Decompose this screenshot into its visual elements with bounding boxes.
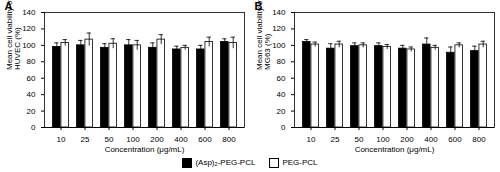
- svg-text:100: 100: [22, 41, 36, 50]
- svg-text:120: 120: [272, 24, 286, 33]
- svg-text:Mean cell viability ofHUVEC (%: Mean cell viability ofHUVEC (%): [5, 0, 22, 70]
- svg-text:140: 140: [272, 8, 286, 17]
- html-text:(Asp)₂-PEG-PCL: (Asp)₂-PEG-PCL: [195, 157, 256, 167]
- svg-text:10: 10: [57, 135, 66, 144]
- svg-text:200: 200: [150, 135, 164, 144]
- html-text:PEG-PCL: PEG-PCL: [282, 157, 318, 167]
- svg-text:600: 600: [198, 135, 212, 144]
- svg-text:Concentration (μg/mL): Concentration (μg/mL): [105, 145, 185, 154]
- svg-text:80: 80: [27, 57, 36, 66]
- svg-text:40: 40: [277, 90, 286, 99]
- svg-text:20: 20: [27, 107, 36, 116]
- svg-text:25: 25: [331, 135, 340, 144]
- svg-text:400: 400: [174, 135, 188, 144]
- svg-text:0: 0: [281, 123, 286, 132]
- svg-text:10: 10: [307, 135, 316, 144]
- svg-text:0: 0: [31, 123, 36, 132]
- svg-text:100: 100: [376, 135, 390, 144]
- svg-text:80: 80: [277, 57, 286, 66]
- svg-text:B: B: [255, 0, 263, 12]
- svg-text:120: 120: [22, 24, 36, 33]
- svg-text:A: A: [5, 0, 13, 12]
- svg-text:50: 50: [355, 135, 364, 144]
- svg-text:Mean cell viability ofMG63 (%): Mean cell viability ofMG63 (%): [255, 0, 272, 70]
- svg-text:800: 800: [472, 135, 486, 144]
- svg-text:60: 60: [27, 74, 36, 83]
- svg-text:400: 400: [424, 135, 438, 144]
- svg-text:25: 25: [81, 135, 90, 144]
- svg-text:20: 20: [277, 107, 286, 116]
- svg-text:Concentration (μg/mL): Concentration (μg/mL): [355, 145, 435, 154]
- svg-text:200: 200: [400, 135, 414, 144]
- svg-text:800: 800: [222, 135, 236, 144]
- svg-text:140: 140: [22, 8, 36, 17]
- svg-text:50: 50: [105, 135, 114, 144]
- svg-text:100: 100: [126, 135, 140, 144]
- svg-text:600: 600: [448, 135, 462, 144]
- svg-text:60: 60: [277, 74, 286, 83]
- svg-text:100: 100: [272, 41, 286, 50]
- svg-text:40: 40: [27, 90, 36, 99]
